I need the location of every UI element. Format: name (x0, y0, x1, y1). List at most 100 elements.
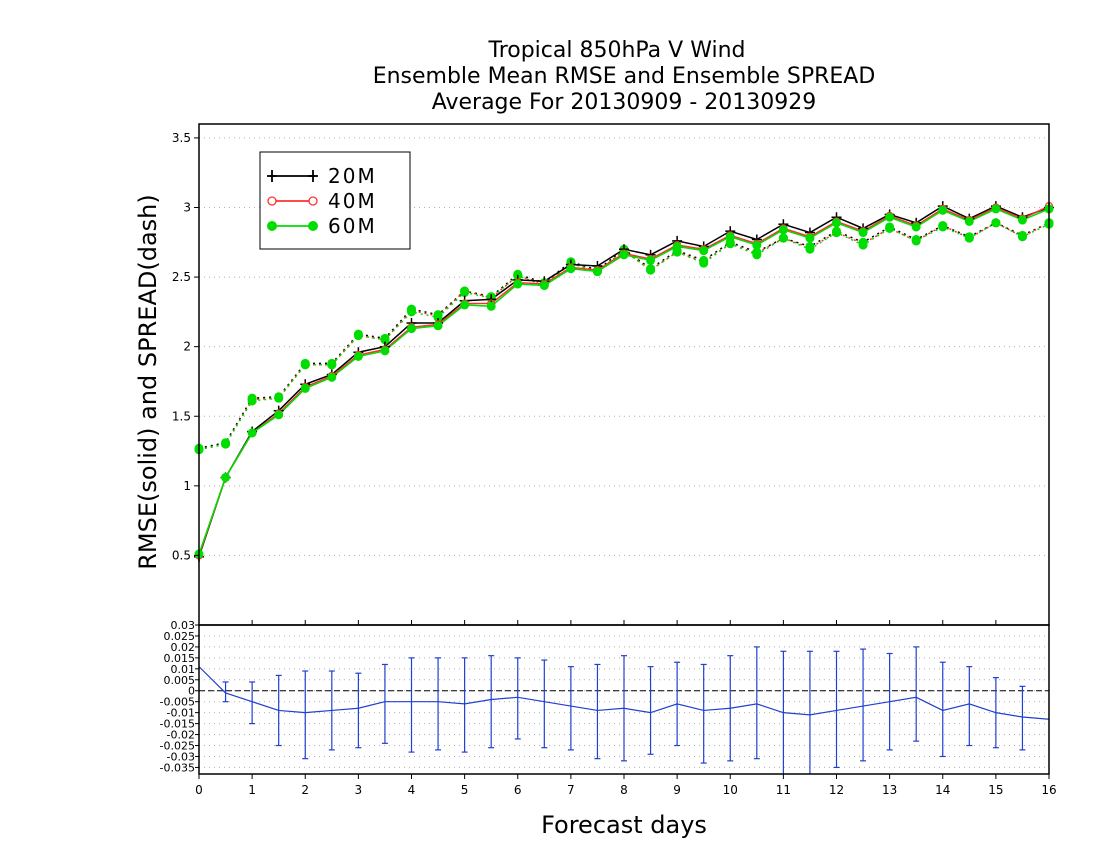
difference-y-axis: 0.030.0250.020.0150.010.0050-0.005-0.01-… (160, 619, 199, 774)
x-tick-label: 10 (723, 783, 738, 797)
spread-point (805, 244, 815, 254)
spread-point (221, 439, 231, 449)
spread-point (460, 287, 470, 297)
legend-marker (308, 221, 318, 231)
x-axis-label: Forecast days (541, 811, 707, 839)
rmse-point-60m (300, 383, 310, 393)
rmse-point-60m (221, 472, 231, 482)
difference-series-group (198, 646, 1050, 774)
spread-point (858, 240, 868, 250)
rmse-point-60m (778, 225, 788, 235)
x-tick-label: 7 (567, 783, 575, 797)
main-y-tick-label: 3 (183, 201, 191, 215)
spread-point (407, 307, 416, 317)
spread-point (832, 228, 841, 238)
rmse-point-60m (274, 410, 284, 420)
legend-marker (267, 221, 277, 231)
legend-label-40M: 40M (328, 189, 377, 213)
rmse-point-60m (805, 233, 815, 243)
rmse-point-60m (911, 222, 921, 232)
x-tick-label: 2 (301, 783, 309, 797)
main-y-tick-label: 1.5 (172, 409, 191, 423)
chart-title-line-3: Average For 20130909 - 20130929 (432, 90, 817, 115)
spread-point (964, 233, 974, 243)
difference-y-tick-label: 0.025 (164, 630, 196, 643)
x-tick-label: 12 (829, 783, 844, 797)
spread-point (274, 393, 284, 403)
rmse-point-60m (752, 240, 762, 250)
rmse-point-60m (938, 205, 948, 215)
rmse-point-60m (725, 232, 735, 242)
rmse-point-60m (566, 264, 576, 274)
spread-point (433, 312, 443, 322)
y-axis-label: RMSE(solid) and SPREAD(dash) (134, 194, 162, 570)
legend-marker (308, 196, 318, 206)
x-tick-label: 6 (514, 783, 522, 797)
x-tick-label: 14 (935, 783, 950, 797)
x-tick-label: 5 (461, 783, 469, 797)
rmse-point-60m (991, 204, 1001, 214)
difference-y-tick-label: 0.005 (164, 674, 196, 687)
x-tick-label: 0 (195, 783, 203, 797)
rmse-point-60m (1017, 215, 1027, 225)
rmse-point-60m (353, 351, 363, 361)
main-y-tick-label: 3.5 (172, 131, 191, 145)
rmse-point-60m (619, 250, 629, 260)
spread-point (991, 218, 1001, 228)
difference-line (198, 666, 1050, 720)
main-y-tick-label: 0.5 (172, 548, 191, 562)
rmse-point-60m (380, 346, 390, 356)
chart-title-line-1: Tropical 850hPa V Wind (487, 38, 745, 63)
difference-y-tick-label: -0.02 (167, 729, 195, 742)
rmse-point-60m (433, 321, 443, 331)
spread-point (300, 360, 310, 370)
rmse-point-60m (460, 300, 470, 310)
spread-point (327, 360, 337, 370)
spread-point (699, 258, 709, 268)
rmse-point-60m (407, 324, 416, 334)
difference-y-tick-label: 0.03 (171, 619, 196, 632)
main-y-tick-label: 2 (183, 340, 191, 354)
difference-y-tick-label: -0.01 (167, 707, 195, 720)
difference-y-tick-label: -0.015 (160, 718, 195, 731)
main-y-tick-label: 2.5 (172, 270, 191, 284)
rmse-point-60m (832, 218, 841, 228)
x-tick-label: 4 (408, 783, 416, 797)
difference-y-tick-label: 0.01 (171, 663, 196, 676)
rmse-point-60m (885, 212, 895, 222)
main-y-tick-label: 1 (183, 479, 191, 493)
spread-point (1017, 232, 1027, 242)
spread-point (725, 239, 735, 249)
spread-point (778, 233, 788, 243)
rmse-point-60m (513, 279, 523, 289)
rmse-point-60m (858, 228, 868, 238)
difference-y-tick-label: -0.005 (160, 696, 195, 709)
main-series-group (194, 201, 1054, 562)
difference-y-tick-label: -0.035 (160, 761, 195, 774)
difference-y-tick-label: 0 (188, 685, 195, 698)
difference-y-tick-label: 0.02 (171, 641, 196, 654)
difference-plot-frame (198, 624, 1050, 775)
spread-point (885, 223, 895, 233)
main-grid (199, 137, 1049, 556)
difference-y-tick-label: 0.015 (164, 652, 196, 665)
legend-marker (267, 196, 277, 206)
x-tick-label: 13 (882, 783, 897, 797)
x-tick-label: 1 (248, 783, 256, 797)
rmse-point-60m (592, 267, 602, 277)
spread-point (380, 335, 390, 345)
rmse-point-60m (646, 255, 656, 265)
rmse-point-60m (327, 372, 337, 382)
spread-point (938, 222, 948, 232)
spread-point (752, 250, 762, 260)
rmse-point-60m (539, 280, 549, 290)
rmse-line-2 (198, 208, 1050, 555)
spread-point (646, 265, 656, 275)
chart-title-line-2: Ensemble Mean RMSE and Ensemble SPREAD (373, 64, 876, 89)
rmse-point-60m (672, 241, 682, 251)
spread-point (247, 396, 257, 406)
x-tick-label: 8 (620, 783, 628, 797)
rmse-point-60m (699, 246, 709, 256)
